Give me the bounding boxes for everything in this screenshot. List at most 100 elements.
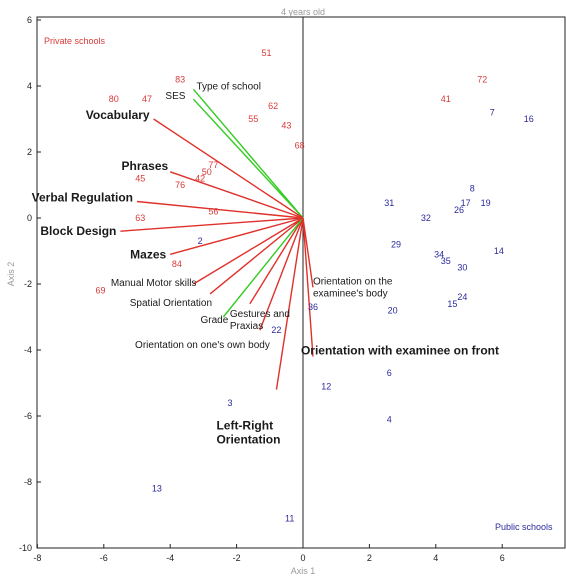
public-point-label: 12	[321, 381, 331, 391]
vector-line	[136, 200, 304, 219]
public-point-label: 34	[434, 249, 444, 259]
x-tick-label: -4	[166, 553, 174, 563]
vector-line	[192, 88, 304, 219]
y-tick-label: -2	[24, 279, 32, 289]
vector-label-line: Orientation on the	[313, 276, 393, 287]
public-point-label: 13	[152, 484, 162, 494]
y-tick-label: 6	[27, 15, 32, 25]
vector-label: Block Design	[40, 224, 116, 238]
vector-label: Type of school	[196, 81, 260, 92]
public-school-points: 7168172619313229143435302241520362261234…	[152, 107, 534, 523]
vector-label-line: examinee's body	[313, 288, 388, 299]
public-point-label: 16	[524, 114, 534, 124]
public-point-label: 31	[384, 198, 394, 208]
public-point-label: 4	[387, 414, 392, 424]
private-point-label: 62	[268, 101, 278, 111]
private-point-label: 72	[477, 74, 487, 84]
private-point-label: 68	[295, 140, 305, 150]
private-point-label: 43	[281, 121, 291, 131]
public-point-label: 32	[421, 213, 431, 223]
variable-vectors	[120, 88, 314, 390]
vector-line	[169, 171, 304, 219]
vector-label-line: Gestures and	[230, 309, 290, 320]
public-point-label: 14	[494, 246, 504, 256]
y-tick-label: 4	[27, 81, 32, 91]
public-point-label: 7	[490, 107, 495, 117]
vector-label: SES	[165, 91, 185, 102]
y-tick-label: -10	[19, 543, 32, 553]
vector-line	[120, 217, 304, 232]
vector-line	[302, 217, 314, 288]
public-point-label: 6	[387, 368, 392, 378]
x-axis-ticks: -8 -6 -4 -2 0 2 4 6	[33, 544, 505, 563]
vector-line	[222, 217, 304, 318]
y-tick-label: -4	[24, 345, 32, 355]
private-point-label: 47	[142, 94, 152, 104]
vector-label: Manual Motor skills	[111, 278, 197, 289]
public-point-label: 3	[227, 398, 232, 408]
vector-label: Spatial Orientation	[130, 298, 212, 309]
public-point-label: 17	[461, 198, 471, 208]
public-point-label: 36	[308, 302, 318, 312]
public-point-label: 19	[481, 198, 491, 208]
private-point-label: 69	[95, 286, 105, 296]
group-label-public: Public schools	[495, 522, 553, 532]
vector-line	[275, 217, 304, 390]
x-axis-label: Axis 1	[291, 566, 316, 576]
public-point-label: 11	[285, 513, 294, 523]
public-point-label: 15	[447, 299, 457, 309]
private-point-label: 76	[175, 180, 185, 190]
vector-label: Gestures and Praxias	[230, 309, 290, 332]
y-tick-label: -8	[24, 477, 32, 487]
public-point-label: 30	[457, 263, 467, 273]
vector-label-line: Left-Right	[216, 419, 273, 433]
vector-line	[259, 217, 304, 331]
public-point-label: 26	[454, 205, 464, 215]
private-point-label: 51	[261, 48, 271, 58]
x-tick-label: 0	[300, 553, 305, 563]
public-point-label: 20	[388, 305, 398, 315]
public-point-label: 24	[457, 292, 467, 302]
vector-label: Vocabulary	[86, 108, 150, 122]
vector-line	[153, 118, 304, 219]
private-point-label: 84	[172, 259, 182, 269]
x-tick-label: -6	[100, 553, 108, 563]
vector-label: Left-Right Orientation	[216, 419, 280, 447]
private-point-label: 63	[135, 213, 145, 223]
vector-line	[249, 217, 304, 305]
y-tick-label: -6	[24, 411, 32, 421]
x-tick-label: -8	[33, 553, 41, 563]
private-point-label: 80	[109, 94, 119, 104]
y-tick-label: 0	[27, 213, 32, 223]
x-tick-label: 2	[367, 553, 372, 563]
private-point-label: 45	[135, 173, 145, 183]
x-tick-label: 4	[433, 553, 438, 563]
vector-line	[209, 217, 304, 295]
y-tick-label: 2	[27, 147, 32, 157]
vector-line	[302, 217, 314, 357]
public-point-label: 22	[271, 325, 281, 335]
public-point-label: 2	[198, 236, 203, 246]
plot-frame	[36, 16, 566, 549]
private-point-label: 41	[441, 94, 451, 104]
public-point-label: 29	[391, 239, 401, 249]
x-tick-label: 6	[500, 553, 505, 563]
public-point-label: 8	[470, 183, 475, 193]
vector-label-line: Orientation	[216, 433, 280, 447]
vector-label-line: Praxias	[230, 321, 263, 332]
group-label-private: Private schools	[44, 36, 106, 46]
y-axis-ticks: -10 -8 -6 -4 -2 0 2 4 6	[19, 15, 41, 553]
vector-line	[193, 217, 304, 285]
public-point-label: 35	[441, 256, 451, 266]
vector-line	[192, 98, 304, 219]
private-point-label: 42	[195, 173, 205, 183]
vector-label: Mazes	[130, 247, 166, 261]
vector-line	[170, 217, 304, 255]
vector-label: Grade	[201, 315, 229, 326]
private-point-label: 50	[202, 167, 212, 177]
vector-label: Orientation with examinee on front	[301, 344, 499, 358]
vector-label: Verbal Regulation	[32, 191, 133, 205]
private-point-label: 55	[248, 114, 258, 124]
